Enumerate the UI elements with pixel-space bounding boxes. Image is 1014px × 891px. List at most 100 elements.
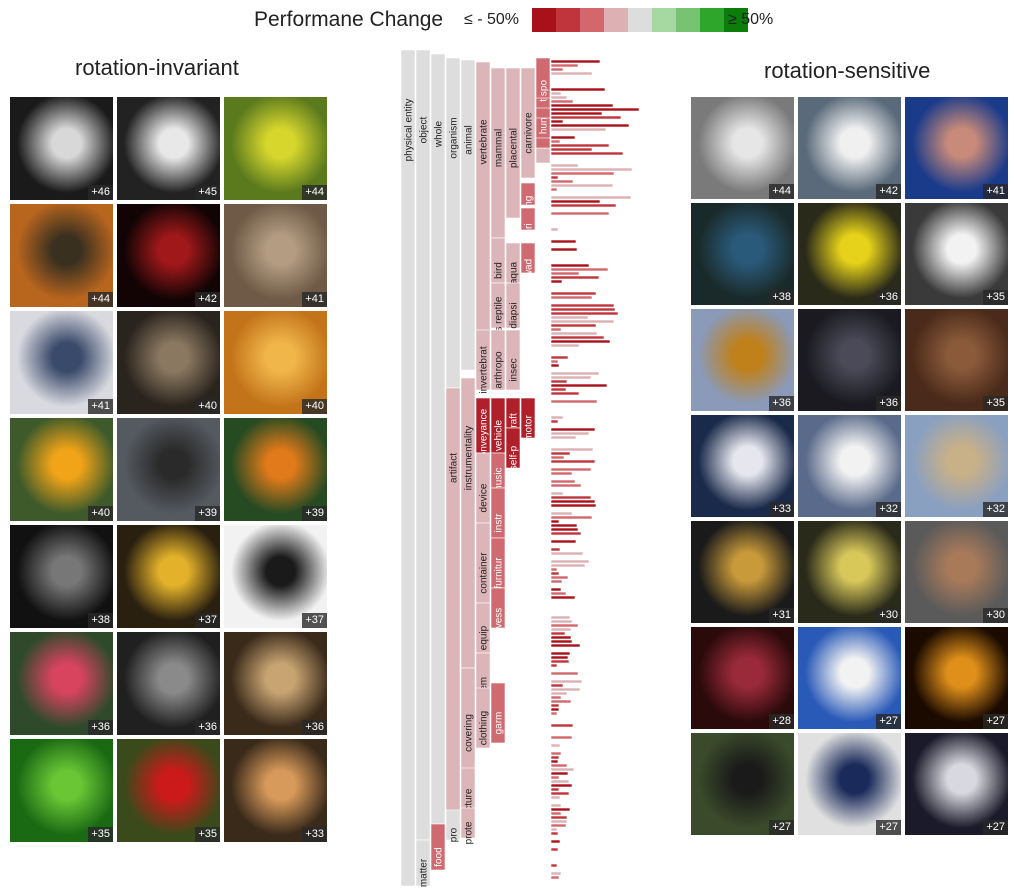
tropical-fish-thumbnail[interactable]: +44	[224, 97, 327, 200]
icicle-node-label: clothing	[479, 711, 490, 745]
jeep-thumbnail[interactable]: +36	[798, 309, 901, 411]
icicle-node	[475, 687, 491, 749]
red-emblem-thumbnail[interactable]: +42	[117, 204, 220, 307]
leaf-bar	[550, 371, 600, 376]
leaf-bar	[550, 267, 609, 272]
legend-swatch	[724, 8, 748, 32]
legend-swatch	[676, 8, 700, 32]
legend-swatch	[652, 8, 676, 32]
crossword-thumbnail[interactable]: +41	[224, 204, 327, 307]
icicle-svg: physical entityobjectmatterwholefoofoodo…	[400, 49, 640, 887]
daisy-thumbnail[interactable]: +45	[117, 97, 220, 200]
yurt-thumbnail[interactable]: +33	[691, 415, 794, 517]
leaf-bar	[550, 111, 603, 116]
score-badge: +36	[88, 720, 113, 735]
leaf-bar	[550, 315, 589, 320]
leaf-bar	[550, 571, 560, 576]
ruddy-turnstone-thumbnail[interactable]: +30	[905, 521, 1008, 623]
leaf-bar	[550, 319, 615, 324]
leaf-bar	[550, 695, 562, 700]
icicle-node-label: covering	[464, 714, 475, 752]
leaf-bar	[550, 755, 560, 760]
score-badge: +41	[88, 399, 113, 414]
minibus-thumbnail[interactable]: +35	[905, 203, 1008, 305]
leaf-bar	[550, 639, 573, 644]
leaf-bar	[550, 803, 562, 808]
salamander-thumbnail[interactable]: +37	[117, 525, 220, 628]
leaf-bar	[550, 399, 598, 404]
manhole-cover-thumbnail[interactable]: +40	[117, 311, 220, 414]
leaf-bar	[550, 515, 593, 520]
leaf-bar	[550, 631, 566, 636]
icicle-node	[505, 329, 521, 391]
lorikeet-thumbnail[interactable]: +40	[10, 418, 113, 521]
leaf-bar	[550, 263, 590, 268]
leaf-bar	[550, 87, 606, 92]
goblet-thumbnail[interactable]: +28	[691, 627, 794, 729]
leaf-bar	[550, 203, 617, 208]
leaf-bar	[550, 279, 563, 284]
score-badge: +41	[983, 184, 1008, 199]
golf-ball-thumbnail[interactable]: +41	[10, 311, 113, 414]
icicle-node	[445, 387, 461, 819]
leaf-bar	[550, 187, 558, 192]
leaf-bar	[550, 527, 579, 532]
icicle-node	[460, 377, 476, 669]
garden-spider-thumbnail[interactable]: +37	[224, 525, 327, 628]
legend-swatch	[532, 8, 556, 32]
mosque-thumbnail[interactable]: +41	[905, 97, 1008, 199]
suit-thumbnail[interactable]: +27	[905, 733, 1008, 835]
icicle-node-label: craft	[509, 413, 520, 433]
leaf-bar	[550, 663, 558, 668]
leaf-bar	[550, 547, 561, 552]
garbage-truck-thumbnail[interactable]: +42	[798, 97, 901, 199]
goldfish-thumbnail[interactable]: +39	[224, 418, 327, 521]
icicle-node-label: motor	[524, 415, 535, 441]
catamaran-thumbnail[interactable]: +32	[798, 415, 901, 517]
trilobite-thumbnail[interactable]: +36	[224, 632, 327, 735]
rocking-chair-thumbnail[interactable]: +30	[798, 521, 901, 623]
lampshade-thumbnail[interactable]: +27	[905, 627, 1008, 729]
leaf-bar	[550, 415, 564, 420]
leaf-bar	[550, 499, 596, 504]
leaf-bar	[550, 355, 569, 360]
stupa-thumbnail[interactable]: +36	[691, 309, 794, 411]
leaf-bar	[550, 103, 614, 108]
leaf-bar	[550, 635, 572, 640]
leaf-bar	[550, 791, 570, 796]
chain-wheel-thumbnail[interactable]: +38	[10, 525, 113, 628]
monarch-butterfly-thumbnail[interactable]: +44	[10, 204, 113, 307]
grey-parrot-thumbnail[interactable]: +39	[117, 418, 220, 521]
starfish-thumbnail[interactable]: +33	[224, 739, 327, 842]
gown-thumbnail[interactable]: +38	[691, 203, 794, 305]
pinwheel-thumbnail[interactable]: +36	[10, 632, 113, 735]
whippet-thumbnail[interactable]: +27	[691, 733, 794, 835]
spaghetti-thumbnail[interactable]: +40	[224, 311, 327, 414]
pickup-thumbnail[interactable]: +36	[798, 203, 901, 305]
leaf-bar	[550, 831, 559, 836]
leaf-bar	[550, 779, 570, 784]
icicle-node-label: spo	[539, 80, 550, 97]
icicle-node-label: organism	[449, 117, 460, 158]
leaf-bar	[550, 455, 565, 460]
icicle-node-label: vess	[494, 608, 505, 629]
leaf-bar	[550, 127, 607, 132]
leaf-bar	[550, 135, 576, 140]
icicle-node-label: whole	[434, 121, 445, 149]
zebra-thumbnail[interactable]: +46	[10, 97, 113, 200]
icicle-node	[415, 839, 431, 887]
car-mirror-thumbnail[interactable]: +36	[117, 632, 220, 735]
palace-thumbnail[interactable]: +32	[905, 415, 1008, 517]
beacon-thumbnail[interactable]: +27	[798, 627, 901, 729]
trolleybus-thumbnail[interactable]: +44	[691, 97, 794, 199]
granny-smith-thumbnail[interactable]: +35	[10, 739, 113, 842]
leaf-bar	[550, 643, 581, 648]
dial-telephone-thumbnail[interactable]: +35	[117, 739, 220, 842]
leaf-bar	[550, 123, 630, 128]
pickelhaube-thumbnail[interactable]: +31	[691, 521, 794, 623]
jersey-thumbnail[interactable]: +27	[798, 733, 901, 835]
leaf-bar	[550, 295, 593, 300]
barn-thumbnail[interactable]: +35	[905, 309, 1008, 411]
score-badge: +46	[88, 185, 113, 200]
leaf-bar	[550, 483, 582, 488]
